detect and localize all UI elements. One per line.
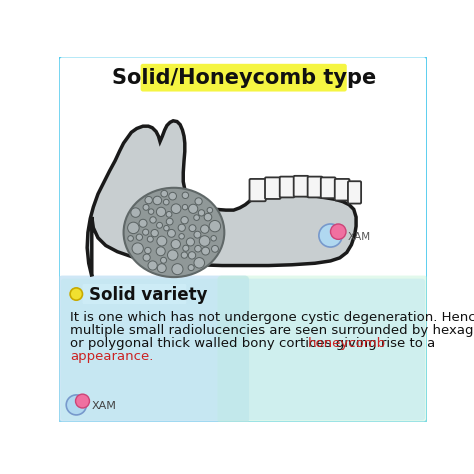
FancyBboxPatch shape <box>308 177 322 197</box>
Circle shape <box>198 210 205 216</box>
FancyBboxPatch shape <box>294 176 309 197</box>
Circle shape <box>188 252 196 259</box>
Circle shape <box>148 209 154 214</box>
Circle shape <box>157 264 166 273</box>
Circle shape <box>75 394 90 408</box>
Text: It is one which has not undergone cystic degeneration. Hence: It is one which has not undergone cystic… <box>70 311 474 324</box>
Circle shape <box>167 250 178 260</box>
Circle shape <box>128 236 133 241</box>
Circle shape <box>188 264 194 271</box>
Circle shape <box>151 229 158 237</box>
FancyBboxPatch shape <box>58 55 428 423</box>
Circle shape <box>194 215 200 220</box>
Circle shape <box>172 264 183 275</box>
Circle shape <box>143 229 149 235</box>
Circle shape <box>186 238 194 246</box>
Circle shape <box>166 211 172 217</box>
Circle shape <box>156 247 165 256</box>
Circle shape <box>132 243 143 254</box>
FancyBboxPatch shape <box>335 179 349 201</box>
Circle shape <box>143 254 150 261</box>
Circle shape <box>199 236 210 246</box>
Circle shape <box>182 192 189 199</box>
FancyBboxPatch shape <box>218 275 428 423</box>
Circle shape <box>330 224 346 239</box>
Circle shape <box>131 208 140 217</box>
Circle shape <box>319 224 342 247</box>
FancyBboxPatch shape <box>280 177 294 197</box>
Circle shape <box>194 257 205 268</box>
Circle shape <box>171 204 181 213</box>
Circle shape <box>211 246 219 252</box>
Circle shape <box>143 204 149 210</box>
Circle shape <box>166 218 173 225</box>
Circle shape <box>169 192 176 200</box>
Text: or polygonal thick walled bony cortices giving rise to a: or polygonal thick walled bony cortices … <box>70 337 439 350</box>
Circle shape <box>164 226 169 231</box>
Circle shape <box>179 234 184 239</box>
Text: Solid variety: Solid variety <box>89 286 207 304</box>
Circle shape <box>70 288 82 300</box>
Text: XAM: XAM <box>347 232 371 242</box>
Circle shape <box>157 236 167 246</box>
Circle shape <box>211 236 217 241</box>
Circle shape <box>181 217 188 224</box>
Circle shape <box>156 222 163 228</box>
Text: Solid/Honeycomb type: Solid/Honeycomb type <box>111 68 376 89</box>
Circle shape <box>204 213 212 221</box>
Circle shape <box>161 191 168 197</box>
Circle shape <box>195 198 202 205</box>
Circle shape <box>178 224 185 231</box>
Circle shape <box>181 252 188 258</box>
FancyBboxPatch shape <box>61 279 425 420</box>
Circle shape <box>128 222 139 234</box>
Circle shape <box>194 231 201 238</box>
Circle shape <box>150 217 156 223</box>
FancyBboxPatch shape <box>249 179 266 201</box>
FancyBboxPatch shape <box>348 181 361 203</box>
Circle shape <box>66 395 86 415</box>
Circle shape <box>195 246 201 252</box>
Circle shape <box>145 247 151 254</box>
Text: honeycomb: honeycomb <box>308 337 386 350</box>
Circle shape <box>209 220 220 232</box>
FancyBboxPatch shape <box>58 275 249 423</box>
Text: XAM: XAM <box>92 401 117 410</box>
Circle shape <box>153 196 162 205</box>
Circle shape <box>167 229 175 237</box>
Circle shape <box>182 204 188 210</box>
Circle shape <box>147 236 153 242</box>
Circle shape <box>148 261 157 270</box>
Circle shape <box>136 234 143 240</box>
Circle shape <box>201 247 210 255</box>
Circle shape <box>139 219 147 227</box>
FancyBboxPatch shape <box>321 177 336 198</box>
Circle shape <box>145 196 153 204</box>
Ellipse shape <box>124 188 224 277</box>
Circle shape <box>189 225 196 232</box>
FancyBboxPatch shape <box>265 177 281 199</box>
Circle shape <box>156 207 166 217</box>
Circle shape <box>183 245 189 251</box>
Text: appearance.: appearance. <box>70 350 154 363</box>
Circle shape <box>207 208 213 213</box>
Circle shape <box>164 199 169 205</box>
Circle shape <box>171 239 181 249</box>
Text: multiple small radiolucencies are seen surrounded by hexagonal: multiple small radiolucencies are seen s… <box>70 324 474 337</box>
FancyBboxPatch shape <box>141 64 347 91</box>
Circle shape <box>201 225 209 233</box>
Polygon shape <box>87 121 356 276</box>
Circle shape <box>189 204 198 213</box>
FancyBboxPatch shape <box>82 284 186 304</box>
Circle shape <box>161 257 166 263</box>
